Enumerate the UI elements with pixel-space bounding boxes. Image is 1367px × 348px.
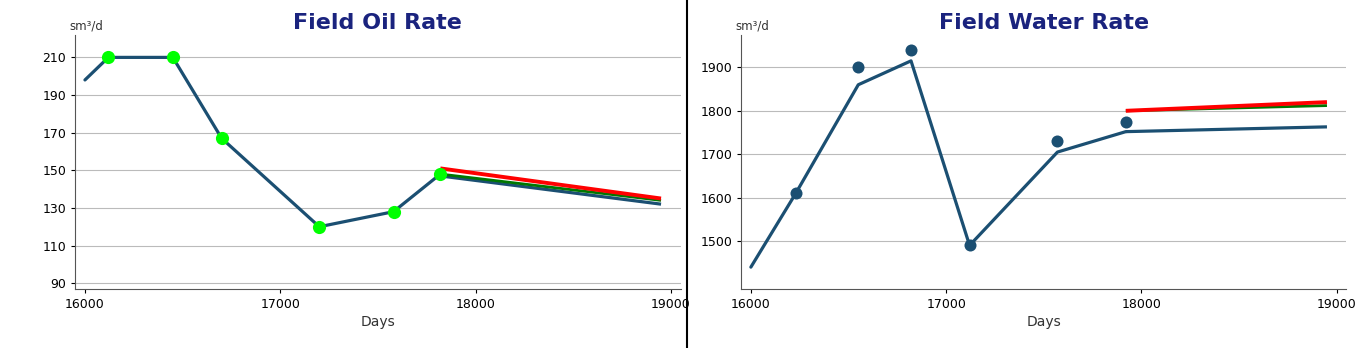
Point (958, 243, 980, 248)
Point (848, 65, 869, 70)
Title: Field Oil Rate: Field Oil Rate (294, 13, 462, 33)
Point (309, 224, 331, 230)
Title: Field Water Rate: Field Water Rate (939, 13, 1148, 33)
Point (429, 171, 451, 177)
X-axis label: Days: Days (1027, 315, 1061, 329)
Point (1047, 139, 1069, 144)
Point (97, 55, 119, 60)
Text: sm³/d: sm³/d (70, 19, 103, 32)
Point (899, 47, 921, 53)
Point (785, 190, 807, 196)
Point (161, 55, 183, 60)
Point (383, 209, 405, 214)
Text: sm³/d: sm³/d (735, 19, 768, 32)
Point (1115, 119, 1137, 125)
X-axis label: Days: Days (361, 315, 395, 329)
Point (211, 135, 232, 141)
